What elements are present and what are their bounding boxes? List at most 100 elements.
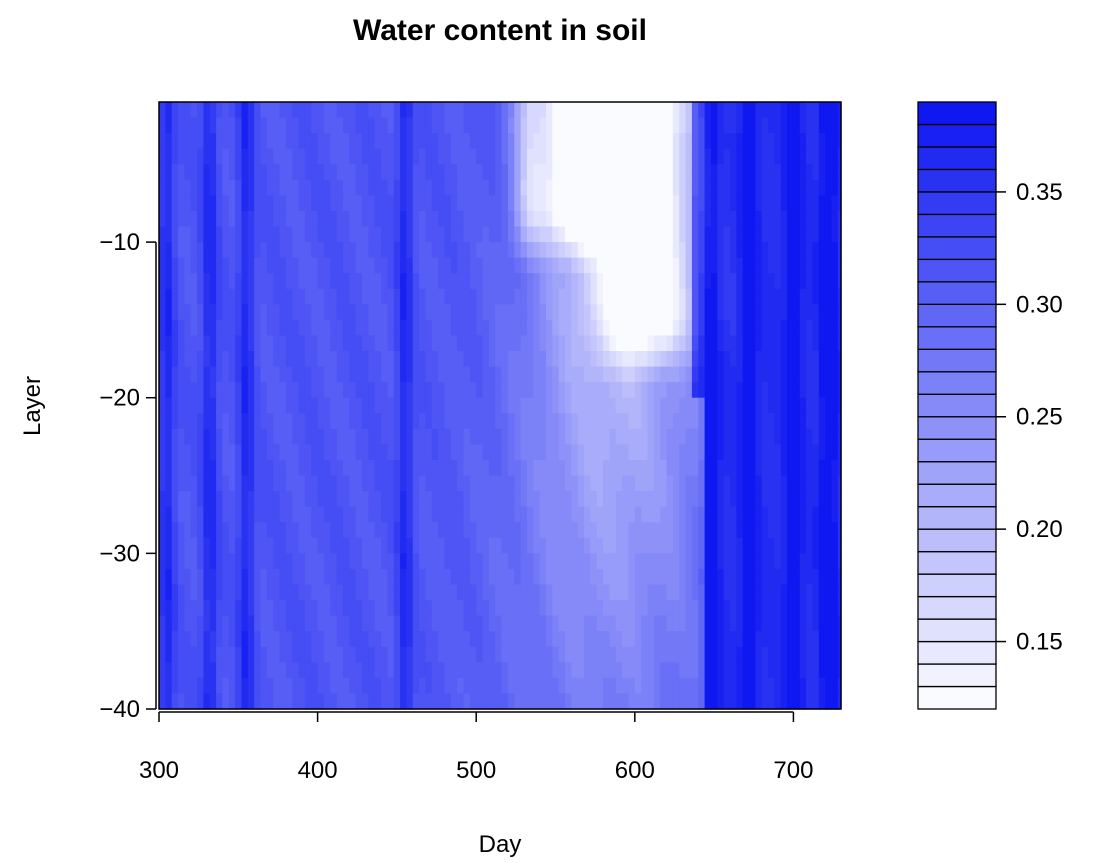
heatmap-cell (279, 662, 287, 679)
heatmap-cell (317, 226, 325, 243)
heatmap-cell (425, 351, 433, 368)
heatmap-cell (501, 179, 509, 196)
heatmap-cell (488, 459, 496, 477)
heatmap-cell (178, 366, 185, 383)
heatmap-cell (565, 600, 572, 617)
heatmap-cell (710, 242, 718, 259)
heatmap-cell (400, 164, 408, 181)
heatmap-cell (533, 335, 541, 352)
heatmap-cell (355, 646, 363, 663)
heatmap-cell (355, 195, 363, 212)
heatmap-cell (178, 584, 185, 601)
heatmap-cell (362, 257, 369, 274)
heatmap-cell (647, 693, 655, 710)
heatmap-cell (634, 615, 642, 632)
heatmap-cell (818, 226, 826, 243)
heatmap-cell (799, 568, 807, 586)
heatmap-cell (799, 677, 807, 695)
heatmap-cell (450, 662, 458, 679)
heatmap-cell (590, 646, 598, 663)
heatmap-cell (317, 210, 325, 228)
heatmap-cell (628, 615, 636, 632)
heatmap-cell (520, 164, 528, 181)
heatmap-cell (539, 133, 547, 150)
heatmap-cell (450, 553, 458, 570)
heatmap-cell (292, 366, 300, 383)
heatmap-cell (812, 273, 820, 290)
heatmap-cell (774, 646, 782, 663)
heatmap-cell (457, 615, 465, 632)
heatmap-cell (761, 319, 769, 337)
heatmap-cell (774, 475, 782, 492)
heatmap-cell (603, 195, 611, 212)
heatmap-cell (412, 242, 420, 259)
heatmap-cell (469, 319, 477, 337)
heatmap-cell (450, 210, 458, 228)
heatmap-cell (729, 428, 737, 446)
heatmap-cell (698, 319, 706, 337)
heatmap-cell (400, 148, 408, 165)
heatmap-cell (799, 397, 807, 414)
heatmap-cell (406, 179, 414, 196)
heatmap-cell (799, 459, 807, 477)
heatmap-cell (323, 662, 331, 679)
heatmap-cell (799, 148, 807, 165)
heatmap-cell (323, 366, 331, 383)
heatmap-cell (362, 133, 369, 150)
heatmap-cell (647, 428, 655, 446)
heatmap-cell (311, 164, 319, 181)
heatmap-cell (184, 537, 192, 554)
heatmap-cell (159, 102, 166, 119)
heatmap-cell (590, 459, 598, 477)
heatmap-cell (710, 553, 718, 570)
heatmap-cell (799, 102, 807, 119)
heatmap-cell (457, 459, 465, 477)
heatmap-cell (450, 226, 458, 243)
heatmap-cell (159, 179, 166, 196)
heatmap-cell (501, 335, 509, 352)
heatmap-cell (355, 148, 363, 165)
heatmap-cell (831, 335, 839, 352)
heatmap-cell (165, 226, 173, 243)
heatmap-cell (736, 257, 744, 274)
heatmap-cell (679, 428, 687, 446)
heatmap-cell (273, 226, 281, 243)
heatmap-cell (672, 148, 680, 165)
x-tick-label: 400 (298, 757, 338, 784)
heatmap-cell (292, 428, 300, 446)
heatmap-cell (362, 195, 369, 212)
heatmap-cell (698, 600, 706, 617)
heatmap-cell (178, 568, 185, 586)
heatmap-cell (825, 600, 833, 617)
heatmap-cell (609, 195, 617, 212)
heatmap-cell (469, 522, 477, 539)
heatmap-cell (565, 366, 572, 383)
heatmap-cell (323, 444, 331, 461)
heatmap-cell (476, 491, 484, 508)
heatmap-cell (577, 179, 585, 196)
heatmap-cell (514, 522, 522, 539)
heatmap-cell (368, 677, 376, 695)
heatmap-cell (482, 693, 490, 710)
heatmap-cell (590, 413, 598, 430)
heatmap-cell (298, 568, 306, 586)
heatmap-cell (304, 537, 312, 554)
heatmap-cell (412, 553, 420, 570)
heatmap-cell (228, 537, 236, 554)
heatmap-cell (425, 413, 433, 430)
heatmap-cell (806, 397, 814, 414)
heatmap-cell (349, 537, 357, 554)
heatmap-cell (482, 382, 490, 399)
heatmap-cell (514, 117, 522, 134)
heatmap-cell (634, 428, 642, 446)
heatmap-cell (190, 428, 198, 446)
heatmap-cell (336, 553, 344, 570)
heatmap-cell (393, 335, 401, 352)
heatmap-cell (482, 553, 490, 570)
heatmap-cell (749, 662, 756, 679)
heatmap-cell (222, 210, 230, 228)
heatmap-cell (672, 133, 680, 150)
heatmap-cell (641, 475, 649, 492)
heatmap-cell (742, 631, 750, 648)
heatmap-cell (241, 491, 249, 508)
